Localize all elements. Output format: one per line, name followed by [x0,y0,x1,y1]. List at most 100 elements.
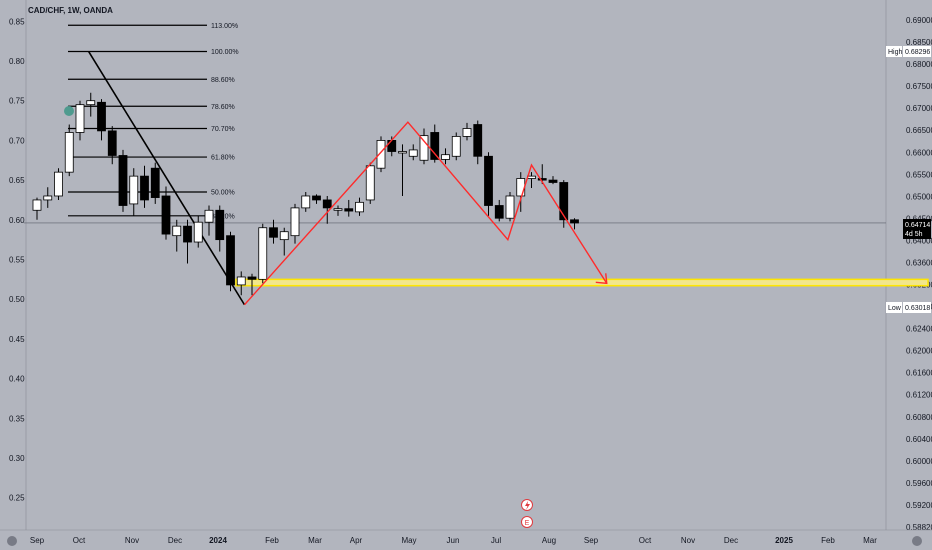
candle-body [86,100,96,106]
candle[interactable] [312,194,321,204]
left-price-axis: 0.85 0.80 0.75 0.70 0.65 0.60 0.55 0.50 0.45 0.40… [9,0,27,530]
candle[interactable] [204,205,214,236]
candle[interactable] [322,195,332,224]
pivot-marker [64,106,74,116]
candle[interactable] [570,218,579,230]
candle[interactable] [344,199,354,217]
fib-level-label: 113.00% [211,23,238,30]
time-axis-tick: Feb [821,536,835,545]
candle[interactable] [408,144,418,161]
candle[interactable] [172,219,182,252]
candle-body [247,276,257,280]
candle[interactable] [559,180,569,228]
candle-body [97,101,106,132]
lightning-icon[interactable] [521,499,533,511]
candle[interactable] [43,187,53,208]
time-axis[interactable]: Sep Oct Nov Dec 2024 Feb Mar Apr May Jun Jul Aug Sep… [0,529,932,545]
candle[interactable] [97,99,106,141]
candle[interactable] [161,186,171,240]
candle-body [172,225,182,237]
candle-body [236,276,246,286]
candle[interactable] [333,205,343,216]
candle[interactable] [86,92,96,117]
candle[interactable] [54,168,63,200]
fib-level-label: 78.60% [211,104,235,111]
candle[interactable] [441,148,450,165]
candle-body [322,199,332,209]
candle[interactable] [140,165,149,208]
left-axis-tick: 0.80 [9,57,25,66]
axis-settings[interactable] [7,536,922,546]
candle[interactable] [236,271,246,296]
candle[interactable] [290,203,300,244]
candle[interactable] [451,132,461,161]
candle[interactable] [107,126,117,165]
candle[interactable] [129,168,139,216]
candle[interactable] [118,149,128,212]
candle-body [419,135,429,161]
candle[interactable] [269,219,278,244]
candle[interactable] [473,120,483,165]
candle[interactable] [226,231,235,292]
candle[interactable] [548,176,558,185]
candle[interactable] [183,219,192,264]
candle[interactable] [279,227,289,256]
earnings-icon[interactable]: E [521,516,533,528]
candle[interactable] [419,128,429,165]
candle[interactable] [150,162,160,204]
candle[interactable] [215,205,225,252]
candle[interactable] [430,124,440,163]
candle-body [441,154,450,160]
earnings-icon-text: E [525,520,530,527]
left-scale-toggle-icon[interactable] [7,536,17,546]
support-zone[interactable] [235,278,929,287]
drawings[interactable] [243,121,608,306]
right-scale-toggle-icon[interactable] [912,536,922,546]
candle[interactable] [301,192,311,212]
time-axis-tick: Apr [350,536,363,545]
candle-body [387,139,397,152]
candle[interactable] [193,215,203,248]
candle[interactable] [365,162,375,204]
left-axis-tick: 0.70 [9,136,25,145]
candle[interactable] [462,122,472,141]
fib-level-label: 70.70% [211,126,235,133]
candle[interactable] [355,197,364,216]
candle[interactable] [494,199,504,222]
candle-body [312,195,321,201]
chart-title: CAD/CHF, 1W, OANDA [28,6,113,15]
low-value-text: 0.63018 [905,305,930,312]
candle[interactable] [64,124,74,177]
time-axis-tick: Jun [447,536,460,545]
candle[interactable] [75,100,85,141]
candle[interactable] [376,136,386,173]
left-axis-tick: 0.55 [9,256,25,265]
candle-body [484,155,493,206]
candles[interactable] [32,92,579,296]
time-axis-tick: Nov [125,536,139,545]
time-axis-tick: May [401,536,416,545]
candle[interactable] [32,197,42,220]
red-zigzag-line[interactable] [243,121,608,306]
candle[interactable] [398,144,407,196]
left-axis-tick: 0.75 [9,97,25,106]
time-axis-tick: Oct [73,536,86,545]
candle-body [494,205,504,219]
candle[interactable] [258,223,268,284]
fib-trend-line[interactable] [87,51,246,306]
candle[interactable] [247,273,257,296]
candle-body [54,171,63,197]
candle[interactable] [505,192,515,222]
time-axis-tick: Dec [168,536,182,545]
candle-body [548,179,558,183]
candle[interactable] [484,152,493,216]
